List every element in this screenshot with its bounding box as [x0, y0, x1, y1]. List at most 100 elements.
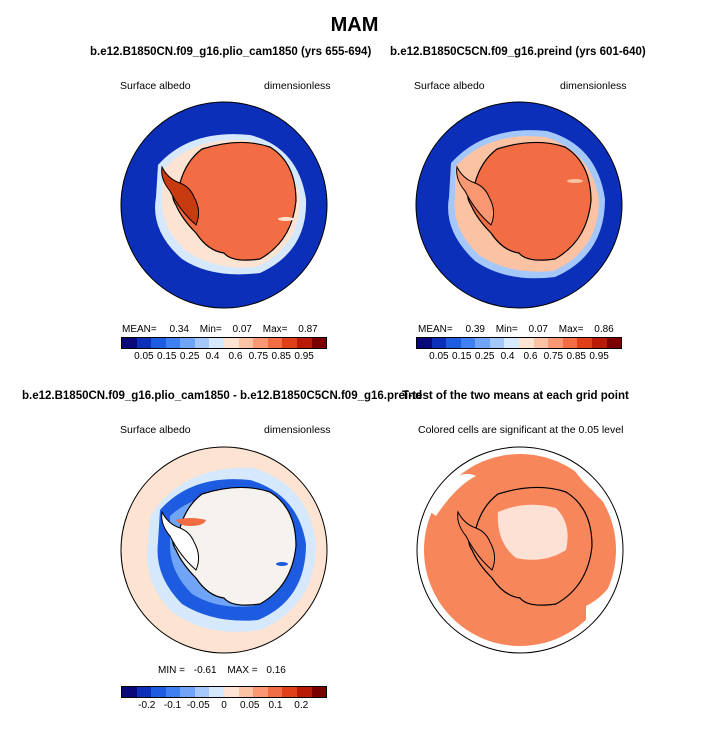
colorbar-swatch — [180, 338, 195, 348]
panel2-mean-label: MEAN= — [418, 324, 453, 335]
colorbar-tick-label: 0.6 — [228, 351, 243, 362]
panel3-map — [120, 446, 328, 654]
colorbar-swatch — [489, 338, 505, 348]
colorbar-swatch — [417, 338, 432, 348]
colorbar-swatch — [548, 338, 563, 348]
colorbar-swatch — [224, 687, 239, 697]
colorbar-tick-label: -0.1 — [163, 700, 182, 711]
colorbar-swatch — [577, 338, 592, 348]
colorbar-tick-label: 0.15 — [452, 351, 472, 362]
panel2-colorbar-labels: 0.05 0.15 0.25 0.4 0.6 0.75 0.85 0.95 — [416, 351, 622, 365]
colorbar-swatch — [267, 687, 283, 697]
colorbar-tick-label: 0.05 — [240, 700, 260, 711]
panel3-title: b.e12.B1850CN.f09_g16.plio_cam1850 - b.e… — [22, 390, 423, 402]
colorbar-tick-label: 0.4 — [500, 351, 515, 362]
colorbar-swatch — [165, 338, 181, 348]
colorbar-swatch — [533, 338, 549, 348]
panel2-colorbar — [416, 337, 622, 349]
colorbar-swatch — [238, 687, 254, 697]
panel1-map — [120, 101, 328, 309]
panel3-max: 0.16 — [266, 665, 286, 676]
colorbar-swatch — [253, 687, 268, 697]
colorbar-tick-label: 0.6 — [523, 351, 538, 362]
panel3-max-label: MAX = — [227, 665, 258, 676]
colorbar-swatch — [136, 338, 152, 348]
panel1-colorbar-labels: 0.05 0.15 0.25 0.4 0.6 0.75 0.85 0.95 — [121, 351, 327, 365]
colorbar-tick-label: 0.75 — [248, 351, 269, 362]
panel2-max-label: Max= — [558, 324, 584, 335]
panel3-colorbar — [121, 686, 327, 698]
colorbar-swatch — [311, 687, 327, 697]
colorbar-tick-label: 0.2 — [294, 700, 309, 711]
colorbar-swatch — [475, 338, 490, 348]
colorbar-swatch — [460, 338, 476, 348]
panel1-colorbar — [121, 337, 327, 349]
panel1-min-label: Min= — [199, 324, 222, 335]
panel1-max: 0.87 — [298, 324, 318, 335]
colorbar-swatch — [431, 338, 447, 348]
colorbar-swatch — [151, 338, 166, 348]
colorbar-tick-label: 0 — [221, 700, 227, 711]
panel2-mean: 0.39 — [465, 324, 485, 335]
colorbar-swatch — [296, 338, 312, 348]
panel2-min: 0.07 — [528, 324, 548, 335]
panel1-units: dimensionless — [264, 80, 331, 92]
panel2-units: dimensionless — [560, 80, 627, 92]
colorbar-swatch — [122, 687, 137, 697]
colorbar-swatch — [519, 338, 534, 348]
colorbar-swatch — [504, 338, 520, 348]
colorbar-tick-label: 0.15 — [157, 351, 177, 362]
panel3-min: -0.61 — [193, 665, 217, 676]
colorbar-tick-label: 0.95 — [589, 351, 609, 362]
panel1-max-label: Max= — [262, 324, 288, 335]
colorbar-swatch — [238, 338, 254, 348]
colorbar-swatch — [151, 687, 166, 697]
colorbar-swatch — [296, 687, 312, 697]
colorbar-swatch — [282, 338, 297, 348]
panel1-min: 0.07 — [232, 324, 252, 335]
colorbar-swatch — [562, 338, 578, 348]
colorbar-swatch — [122, 338, 137, 348]
panel2-map — [415, 101, 623, 309]
colorbar-tick-label: 0.05 — [429, 351, 449, 362]
colorbar-swatch — [180, 687, 195, 697]
panel1-mean: 0.34 — [169, 324, 189, 335]
colorbar-swatch — [282, 687, 297, 697]
colorbar-swatch — [224, 338, 239, 348]
colorbar-swatch — [209, 687, 225, 697]
panel4-title: T-test of the two means at each grid poi… — [402, 390, 629, 402]
colorbar-tick-label: 0.85 — [271, 351, 291, 362]
panel1-variable: Surface albedo — [120, 80, 191, 92]
panel3-variable: Surface albedo — [120, 424, 191, 436]
colorbar-tick-label: 0.1 — [268, 700, 283, 711]
colorbar-swatch — [267, 338, 283, 348]
colorbar-tick-label: 0.75 — [543, 351, 564, 362]
panel1-title: b.e12.B1850CN.f09_g16.plio_cam1850 (yrs … — [90, 46, 372, 58]
colorbar-swatch — [606, 338, 622, 348]
panel3-units: dimensionless — [264, 424, 331, 436]
colorbar-tick-label: -0.2 — [138, 700, 156, 711]
panel2-title: b.e12.B1850C5CN.f09_g16.preind (yrs 601-… — [390, 46, 646, 58]
colorbar-tick-label: 0.25 — [474, 351, 495, 362]
panel2-variable: Surface albedo — [414, 80, 485, 92]
colorbar-swatch — [165, 687, 181, 697]
colorbar-tick-label: 0.95 — [294, 351, 314, 362]
colorbar-swatch — [446, 338, 461, 348]
panel3-min-label: MIN = — [158, 665, 185, 676]
panel3-colorbar-labels: -0.2 -0.1 -0.05 0 0.05 0.1 0.2 — [121, 700, 327, 714]
colorbar-swatch — [253, 338, 268, 348]
colorbar-tick-label: 0.4 — [205, 351, 220, 362]
colorbar-swatch — [136, 687, 152, 697]
colorbar-tick-label: 0.85 — [566, 351, 586, 362]
colorbar-swatch — [194, 687, 210, 697]
colorbar-tick-label: 0.25 — [179, 351, 200, 362]
colorbar-swatch — [209, 338, 225, 348]
colorbar-tick-label: 0.05 — [134, 351, 154, 362]
colorbar-swatch — [311, 338, 327, 348]
colorbar-swatch — [591, 338, 607, 348]
panel1-mean-label: MEAN= — [122, 324, 157, 335]
colorbar-swatch — [194, 338, 210, 348]
panel2-max: 0.86 — [594, 324, 614, 335]
panel2-min-label: Min= — [495, 324, 518, 335]
colorbar-tick-label: -0.05 — [186, 700, 210, 711]
